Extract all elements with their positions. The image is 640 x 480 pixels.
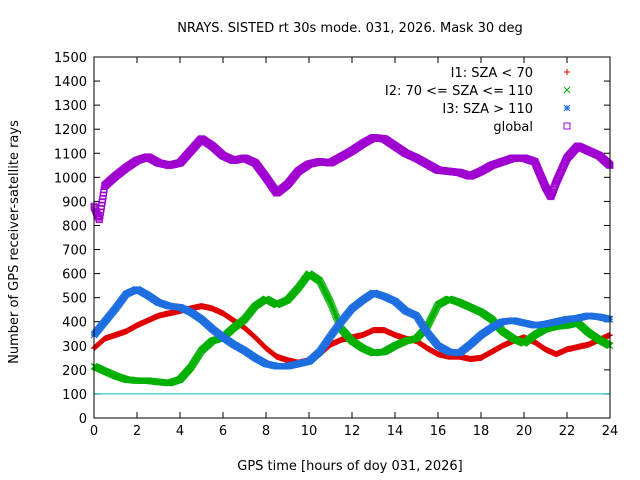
x-tick-label: 2 [133, 424, 141, 439]
data-point [95, 214, 103, 222]
x-tick-label: 4 [176, 424, 184, 439]
legend-label: I1: SZA < 70 [451, 66, 533, 81]
x-axis-label: GPS time [hours of doy 031, 2026] [237, 459, 462, 474]
y-tick-label: 1000 [54, 171, 87, 186]
x-tick-label: 24 [602, 424, 619, 439]
y-tick-label: 400 [62, 316, 87, 331]
legend-label: I3: SZA > 110 [442, 102, 533, 117]
y-tick-label: 1300 [54, 99, 87, 114]
y-tick-label: 600 [62, 268, 87, 283]
series-3 [90, 285, 614, 370]
axes: 0 2 4 6 8 10 12 14 16 18 20 22 240100200300400500600… [54, 51, 618, 439]
y-tick-label: 200 [62, 364, 87, 379]
x-tick-label: 16 [430, 424, 447, 439]
plot-frame [93, 56, 611, 419]
y-tick-label: 100 [62, 388, 87, 403]
series-2 [90, 270, 614, 387]
x-tick-label: 22 [559, 424, 576, 439]
x-tick-label: 0 [90, 424, 98, 439]
x-tick-label: 12 [344, 424, 361, 439]
y-tick-label: 1200 [54, 123, 87, 138]
x-tick-label: 8 [262, 424, 270, 439]
legend-marker [563, 122, 571, 130]
legend: I1: SZA < 70 I2: 70 <= SZA <= 110 I3: SZA … [385, 66, 571, 135]
y-tick-label: 1400 [54, 75, 87, 90]
y-tick-label: 1100 [54, 147, 87, 162]
legend-marker [564, 69, 570, 75]
y-tick-label: 500 [62, 292, 87, 307]
legend-marker [563, 86, 571, 94]
y-tick-label: 1500 [54, 51, 87, 66]
x-tick-label: 6 [219, 424, 227, 439]
chart-title: NRAYS. SISTED rt 30s mode. 031, 2026. Ma… [177, 21, 523, 36]
y-tick-label: 700 [62, 244, 87, 259]
x-tick-label: 18 [473, 424, 490, 439]
y-axis-label: Number of GPS receiver-satellite rays [7, 120, 22, 364]
y-tick-label: 0 [79, 412, 87, 427]
legend-marker [563, 104, 571, 112]
x-tick-label: 14 [387, 424, 404, 439]
y-tick-label: 300 [62, 340, 87, 355]
y-tick-label: 800 [62, 219, 87, 234]
x-tick-label: 20 [516, 424, 533, 439]
x-tick-label: 10 [301, 424, 318, 439]
legend-label: I2: 70 <= SZA <= 110 [385, 84, 533, 99]
plot-area [90, 134, 614, 395]
series-4 [90, 134, 614, 223]
legend-label: global [493, 120, 533, 135]
y-tick-label: 900 [62, 195, 87, 210]
